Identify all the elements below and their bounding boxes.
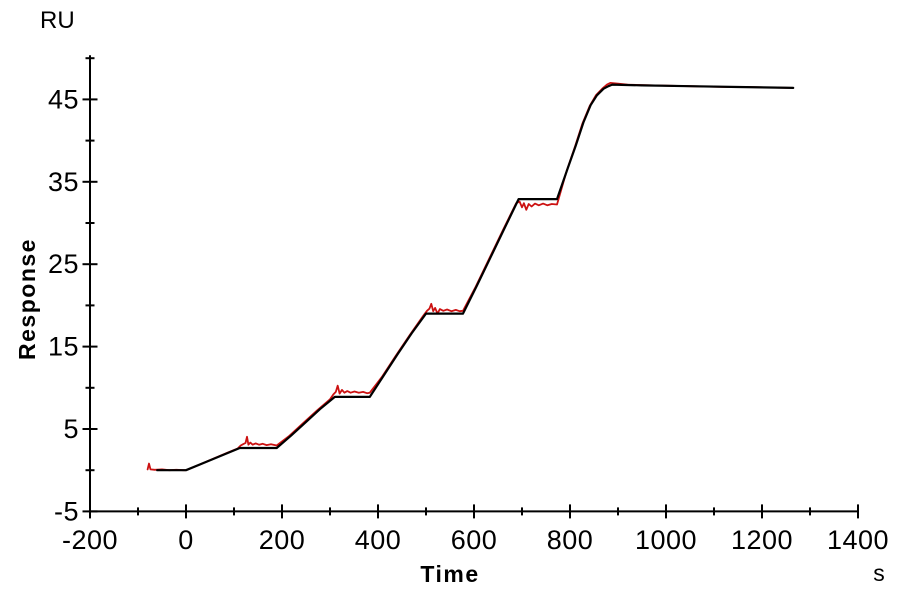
x-tick-label: 600 [451,525,498,555]
axes: -200 0 200 400 600 800 1000 1200 1400 -5 5 15 25 35 45 [48,55,889,555]
y-tick-label: -5 [54,496,79,526]
y-axis-title: Response [14,238,40,360]
data-series [146,82,795,472]
x-tick-label: 1200 [731,525,793,555]
y-tick-label: 25 [48,249,79,279]
x-tick-label: 1000 [635,525,697,555]
y-tick-label: 5 [63,414,79,444]
y-tick-label: 15 [48,332,79,362]
experimental-data-line [146,82,795,472]
x-tick-label: 0 [178,525,194,555]
x-tick-label: -200 [62,525,118,555]
fitted-curve-line [156,83,795,472]
x-tick-label: 1400 [827,525,889,555]
y-tick-label: 35 [48,167,79,197]
x-axis-unit-label: s [873,560,885,586]
x-tick-label: 200 [259,525,306,555]
x-tick-label: 800 [547,525,594,555]
x-axis-title: Time [420,561,479,587]
y-tick-label: 45 [48,84,79,114]
x-tick-label: 400 [355,525,402,555]
y-axis-unit-label: RU [40,7,75,34]
